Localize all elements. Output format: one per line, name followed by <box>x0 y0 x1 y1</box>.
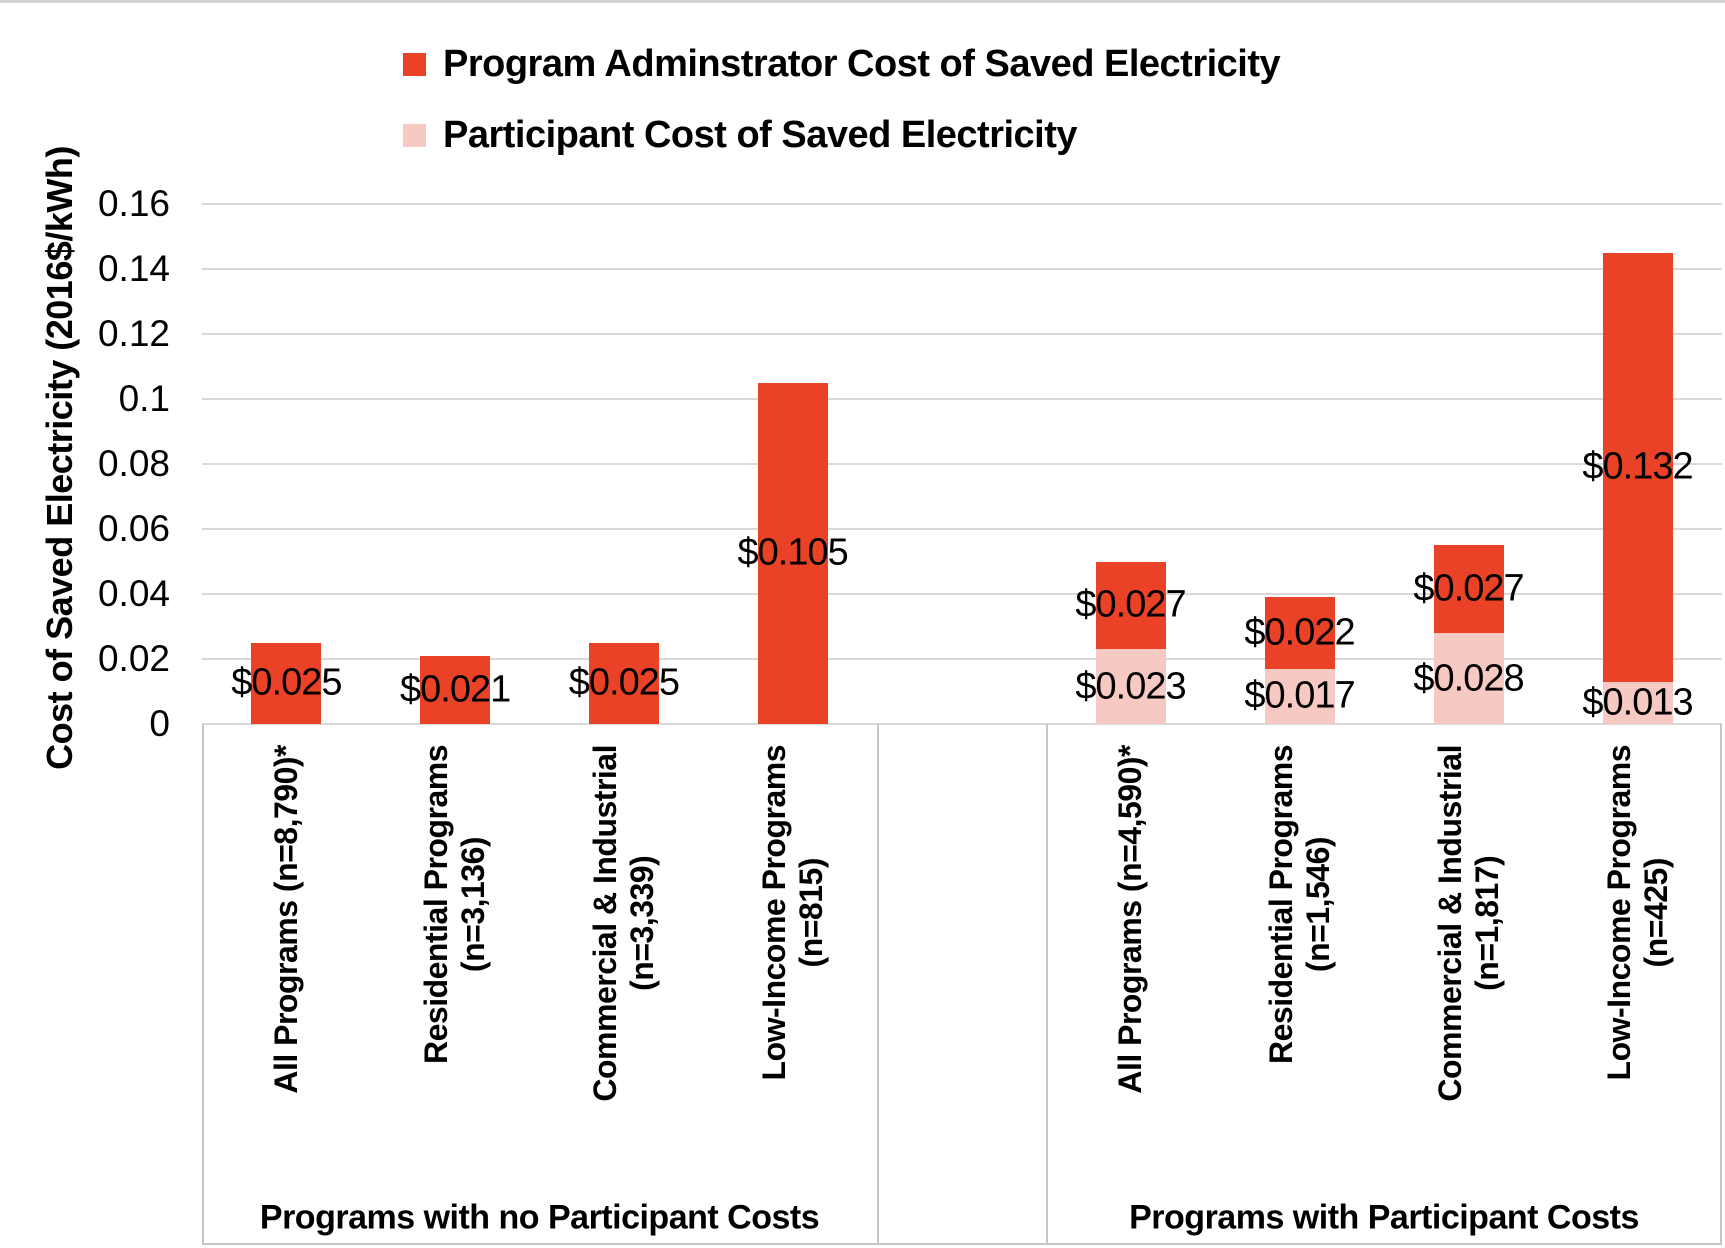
category-label: Residential Programs (n=1,546) <box>1262 745 1336 1064</box>
category-box-border-1 <box>877 724 879 1243</box>
category-label: Commercial & Industrial (n=3,339) <box>586 745 660 1102</box>
y-tick-label-0.14: 0.14 <box>97 248 170 289</box>
data-label-pa: $0.025 <box>231 661 342 704</box>
bar-pa-segment <box>1095 561 1166 650</box>
category-label: All Programs (n=4,590)* <box>1112 745 1148 1094</box>
data-label-pa: $0.022 <box>1244 611 1355 654</box>
bar-participant-segment <box>1433 633 1504 724</box>
bar-participant-segment <box>1095 649 1166 724</box>
data-label-pa: $0.105 <box>737 531 849 574</box>
category-label-wrap: Low-Income Programs (n=425) <box>1601 745 1725 1080</box>
category-label: All Programs (n=8,790)* <box>267 745 304 1094</box>
y-tick-label-0.12: 0.12 <box>97 313 170 354</box>
gridline-0.1 <box>202 398 1722 400</box>
data-label-participant: $0.023 <box>1075 665 1186 708</box>
bar-participant-segment <box>1264 668 1335 724</box>
category-label-wrap: Low-Income Programs (n=815) <box>756 745 1091 1080</box>
bar-pa-segment <box>1433 545 1504 633</box>
data-label-participant: $0.017 <box>1244 674 1355 717</box>
data-label-pa: $0.132 <box>1582 445 1693 488</box>
y-tick-label-0.06: 0.06 <box>97 508 170 549</box>
gridline-0 <box>202 723 1722 725</box>
category-box-border-0 <box>202 724 204 1243</box>
data-label-participant: $0.028 <box>1413 657 1524 699</box>
gridline-0.06 <box>202 528 1722 530</box>
category-label: Commercial & Industrial (n=1,817) <box>1431 745 1505 1102</box>
gridline-0.12 <box>202 333 1722 335</box>
y-tick-label-0.1: 0.1 <box>118 378 170 419</box>
gridline-0.08 <box>202 463 1722 465</box>
y-tick-label-0.04: 0.04 <box>97 573 170 614</box>
legend-item-pa: Program Adminstrator Cost of Saved Elect… <box>403 43 1281 86</box>
top-border <box>0 0 1725 3</box>
bar-participant-segment <box>1602 681 1673 724</box>
bar-pa-segment <box>251 642 322 724</box>
bar-pa-segment <box>1602 252 1673 682</box>
y-tick-label-0: 0 <box>149 703 170 744</box>
y-tick-label-0.08: 0.08 <box>97 443 170 484</box>
category-label: Low-Income Programs (n=815) <box>755 745 829 1081</box>
gridline-0.14 <box>202 268 1722 270</box>
legend-label-participant: Participant Cost of Saved Electricity <box>443 114 1078 156</box>
category-box-border-2 <box>1046 724 1048 1243</box>
category-label: Low-Income Programs (n=425) <box>1600 745 1674 1081</box>
gridline-0.16 <box>202 203 1722 205</box>
legend-swatch-participant-icon <box>403 124 426 147</box>
legend-label-pa: Program Adminstrator Cost of Saved Elect… <box>443 43 1281 85</box>
category-label: Residential Programs (n=3,136) <box>418 745 492 1064</box>
bar-pa-segment <box>1264 597 1335 669</box>
group-label-1: Programs with Participant Costs <box>1129 1198 1639 1237</box>
category-box-bottom-border <box>202 1243 1722 1245</box>
data-label-pa: $0.025 <box>568 661 680 704</box>
y-tick-label-0.02: 0.02 <box>97 638 170 679</box>
legend-swatch-pa-icon <box>403 53 426 76</box>
gridline-0.04 <box>202 593 1722 595</box>
category-box-border-3 <box>1720 724 1722 1243</box>
data-label-participant: $0.013 <box>1582 681 1693 724</box>
data-label-pa: $0.027 <box>1075 583 1186 626</box>
bar-pa-segment <box>588 642 659 724</box>
bar-pa-segment <box>420 655 491 724</box>
data-label-pa: $0.027 <box>1413 567 1524 610</box>
gridline-0.02 <box>202 658 1722 660</box>
bar-pa-segment <box>757 382 828 724</box>
data-label-pa: $0.021 <box>400 668 511 711</box>
group-label-0: Programs with no Participant Costs <box>259 1198 820 1237</box>
legend-item-participant: Participant Cost of Saved Electricity <box>403 114 1078 157</box>
y-tick-label-0.16: 0.16 <box>97 183 170 224</box>
